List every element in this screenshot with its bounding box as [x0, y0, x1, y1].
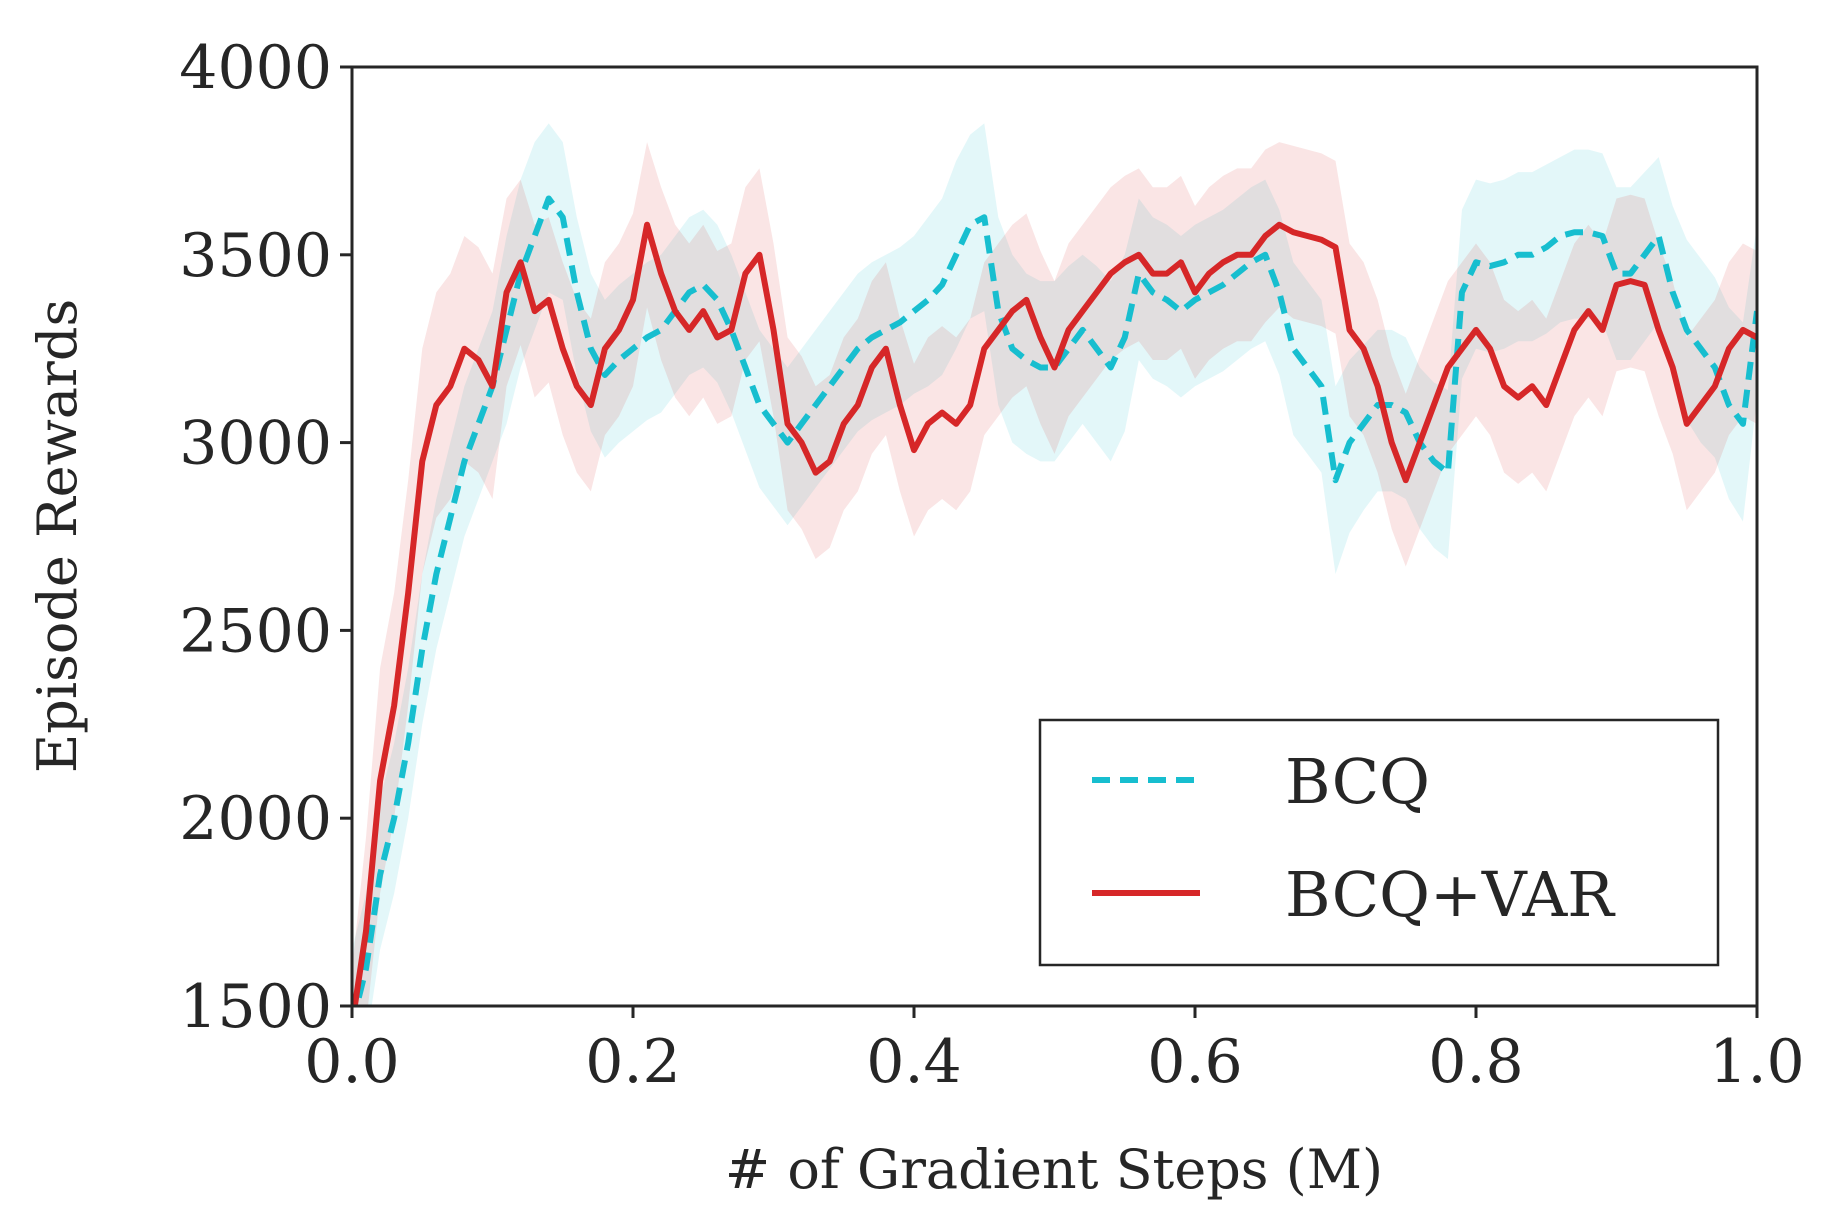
y-tick-label: 1500 [179, 972, 332, 1042]
x-tick-label: 0.8 [1428, 1027, 1523, 1097]
y-tick-label: 4000 [179, 33, 332, 103]
x-tick-label: 0.4 [866, 1027, 961, 1097]
series-line-bcq [353, 195, 1757, 1006]
plot-frame [350, 65, 1759, 1008]
legend-label-bcq: BCQ [1285, 745, 1430, 818]
y-tick-label: 3000 [179, 409, 332, 479]
y-axis-title: Episode Rewards [26, 299, 89, 773]
y-tick-label: 3500 [179, 221, 332, 291]
series-line-bcq-var [352, 221, 1757, 1006]
y-tick-label: 2500 [179, 596, 332, 666]
x-tick-label: 0.0 [304, 1027, 399, 1097]
series-band-bcq [352, 123, 1757, 1006]
series-band-bcq-var [352, 142, 1757, 1006]
legend: BCQ BCQ+VAR [1038, 718, 1720, 967]
x-axis-title: # of Gradient Steps (M) [725, 1138, 1383, 1201]
x-tick-label: 0.6 [1147, 1027, 1242, 1097]
x-tick-label: 1.0 [1709, 1027, 1804, 1097]
y-tick-label: 2000 [179, 784, 332, 854]
legend-box [1038, 718, 1720, 967]
x-tick-label: 0.2 [585, 1027, 680, 1097]
legend-label-bcq-var: BCQ+VAR [1285, 858, 1616, 931]
